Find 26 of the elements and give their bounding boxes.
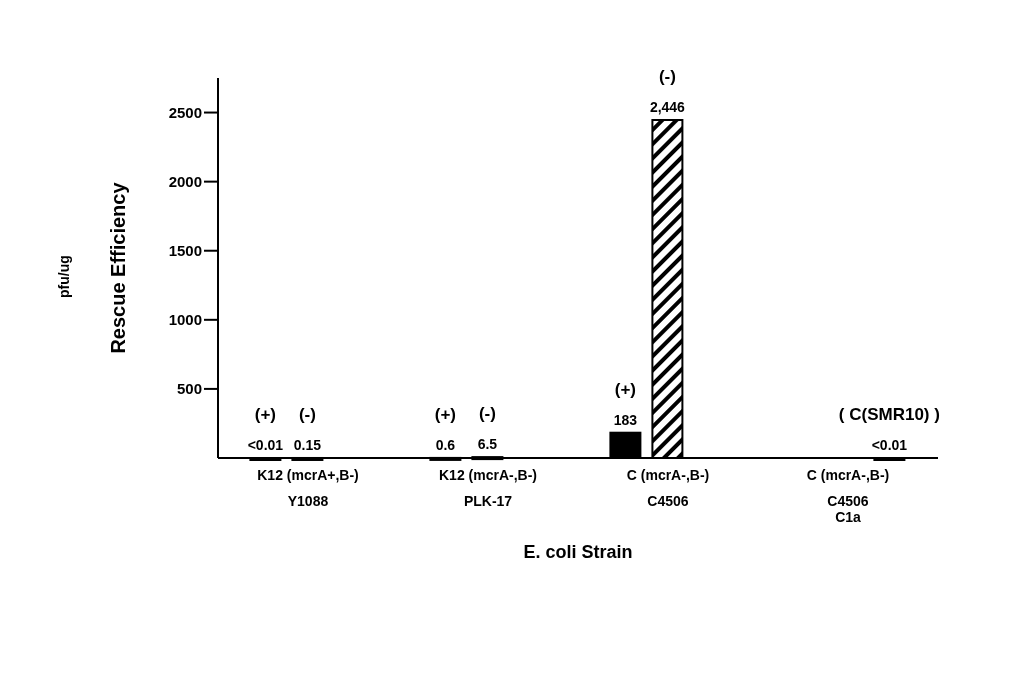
x-tick-label: C (mcrA-,B-) C4506 C1a (806, 467, 890, 525)
data-label: 0.15 (293, 436, 322, 453)
y-tick-label: 1500 (168, 242, 202, 260)
x-axis-title: E. coli Strain (523, 542, 633, 562)
text: (+) (614, 379, 637, 399)
series-label: (-) (298, 404, 316, 424)
text: pfu/ug (56, 255, 72, 298)
x-tick-label: K12 (mcrA-,B-) PLK-17 (438, 467, 538, 509)
data-label: 6.5 (477, 436, 498, 453)
data-label: 183 (613, 411, 638, 428)
text: ( C(SMR10) ) (838, 405, 940, 424)
data-label: <0.01 (247, 437, 284, 453)
text: (-) (478, 404, 496, 424)
text: (-) (658, 67, 676, 87)
data-label: 2,446 (649, 99, 686, 116)
y-tick-label: 2500 (168, 103, 202, 121)
series-label: (+) (254, 405, 277, 424)
y-axis-title: Rescue Efficiency (107, 181, 130, 354)
data-label: 0.6 (435, 436, 456, 453)
y-tick-label: 2000 (168, 172, 202, 190)
data-label: <0.01 (871, 437, 908, 453)
text: (+) (434, 404, 457, 424)
y-tick-label: 1000 (168, 311, 202, 329)
y-tick-label: 500 (176, 380, 202, 398)
x-tick-label: C (mcrA-,B-) C4506 (626, 467, 710, 509)
x-tick-label: K12 (mcrA+,B-) Y1088 (257, 467, 359, 509)
